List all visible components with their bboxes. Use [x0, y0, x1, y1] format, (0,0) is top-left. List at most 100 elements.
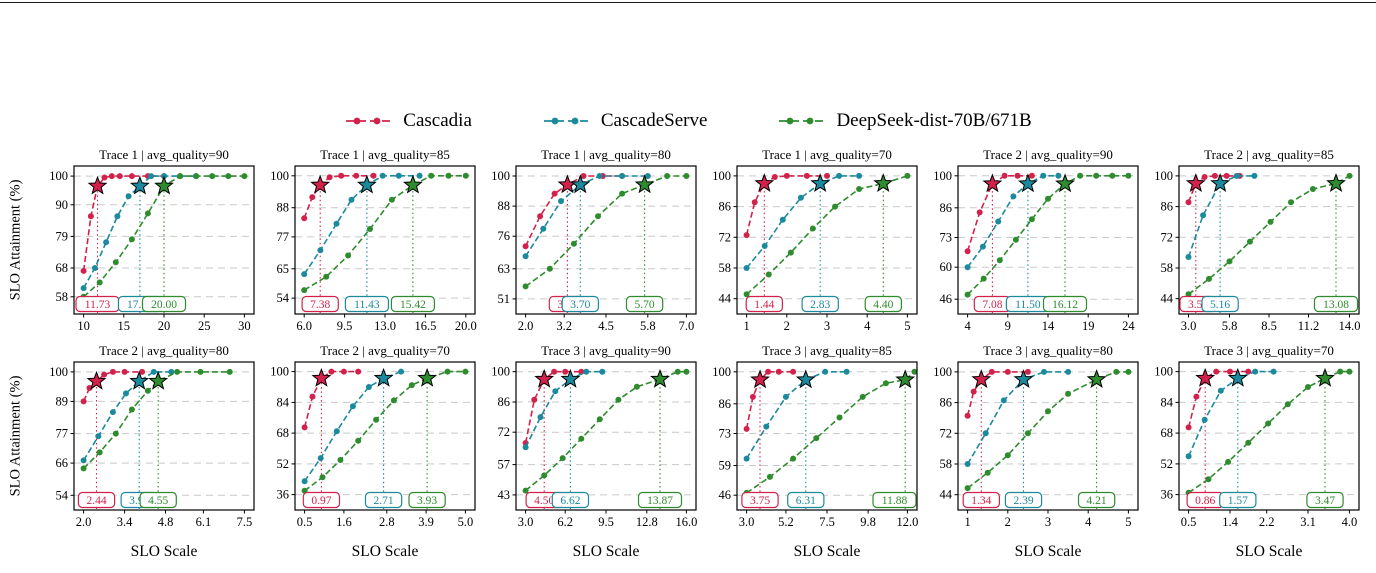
- data-point-marker: [1213, 368, 1220, 375]
- data-point-marker: [743, 291, 750, 298]
- x-tick-label: 2: [784, 319, 790, 333]
- chart-canvas: Trace 2 | avg_quality=70 0.5 1.6 2.8 3.9 5.0 3…: [270, 344, 476, 560]
- star-marker: [87, 175, 108, 195]
- data-point-marker: [522, 444, 529, 451]
- data-point-marker: [596, 173, 603, 179]
- y-tick-label: 44: [719, 292, 732, 306]
- x-tick-label: 5.8: [1222, 319, 1238, 333]
- x-tick-label: 4: [1085, 515, 1092, 529]
- series-line: [745, 371, 794, 430]
- star-marker: [310, 174, 331, 194]
- data-point-marker: [193, 173, 200, 180]
- data-point-marker: [522, 243, 529, 250]
- annotation-box: [141, 295, 187, 313]
- data-point-marker: [144, 210, 151, 217]
- y-tick-label: 54: [277, 291, 290, 305]
- data-point-marker: [1252, 368, 1259, 375]
- data-point-marker: [109, 409, 116, 416]
- chart-canvas: Trace 1 | avg_quality=80 2.0 3.2 4.5 5.8 7.0 5…: [491, 148, 697, 333]
- x-tick-label: 3.0: [518, 515, 534, 529]
- data-point-marker: [1185, 291, 1192, 298]
- subplot-title: Trace 1 | avg_quality=80: [541, 148, 671, 162]
- y-tick-label: 100: [712, 365, 731, 379]
- subplot-3: Trace 1 | avg_quality=80 2.0 3.2 4.5 5.8 7.0 5…: [480, 148, 701, 344]
- data-point-marker: [1185, 199, 1192, 206]
- data-point-marker: [1001, 172, 1008, 179]
- top-rule: [0, 2, 1376, 3]
- data-point-marker: [349, 403, 356, 410]
- y-tick-label: 44: [1161, 292, 1174, 306]
- data-point-marker: [775, 368, 782, 375]
- x-tick-label: 7.0: [679, 319, 695, 333]
- data-point-marker: [771, 174, 778, 180]
- data-point-marker: [388, 196, 395, 203]
- star-marker: [570, 174, 591, 194]
- x-tick-label: 5.0: [458, 515, 474, 529]
- data-point-marker: [964, 461, 971, 467]
- data-point-marker: [790, 455, 797, 462]
- data-point-marker: [1223, 172, 1230, 179]
- x-tick-label: 4: [964, 319, 971, 333]
- annotation-label: 5.16: [1210, 299, 1230, 311]
- annotation-box: [864, 295, 902, 313]
- chart-canvas: Trace 1 | avg_quality=90 10 15 20 25 30 58 68 79…: [49, 148, 255, 333]
- subplot-title: Trace 1 | avg_quality=90: [99, 148, 229, 162]
- data-point-marker: [1247, 238, 1253, 245]
- data-point-marker: [522, 283, 529, 290]
- data-point-marker: [1265, 420, 1272, 427]
- data-point-marker: [743, 265, 750, 271]
- data-point-marker: [1245, 368, 1252, 375]
- data-point-marker: [836, 414, 843, 421]
- x-tick-label: 4.8: [158, 515, 174, 529]
- data-point-marker: [1024, 430, 1031, 437]
- data-point-marker: [96, 449, 103, 456]
- y-tick-label: 58: [1161, 261, 1174, 275]
- star-marker: [356, 174, 377, 194]
- x-tick-label: 9: [1005, 319, 1011, 333]
- data-point-marker: [1185, 453, 1192, 460]
- chart-canvas: Trace 3 | avg_quality=80 1 2 3 4 5 44 58 72 86 100…: [933, 344, 1139, 560]
- y-tick-label: 88: [277, 201, 290, 215]
- data-point-marker: [832, 203, 838, 210]
- subplot-1: Trace 1 | avg_quality=90 10 15 20 25 30 58 68 79…: [38, 148, 259, 344]
- star-marker: [1185, 173, 1206, 192]
- y-tick-label: 68: [1161, 426, 1174, 440]
- annotation-label: 4.55: [148, 495, 168, 507]
- y-axis-label-row1: SLO Attainment (%): [7, 179, 24, 301]
- data-point-marker: [370, 172, 377, 179]
- data-point-marker: [1012, 236, 1019, 243]
- x-tick-label: 3.1: [1300, 515, 1316, 529]
- annotation-label: 4.21: [1087, 495, 1107, 507]
- annotation-box: [344, 295, 390, 313]
- annotation-label: 13.87: [647, 495, 673, 507]
- data-point-marker: [355, 437, 362, 444]
- data-point-marker: [301, 271, 308, 278]
- legend: Cascadia CascadeServe DeepSeek-dist-70B/67…: [0, 110, 1376, 132]
- y-tick-label: 72: [1161, 230, 1174, 244]
- annotation-label: 4.40: [873, 299, 893, 311]
- data-point-marker: [570, 240, 577, 247]
- chart-canvas: Trace 3 | avg_quality=90 3.0 6.2 9.5 12.8 16.…: [491, 344, 697, 560]
- data-point-marker: [241, 173, 248, 180]
- data-point-marker: [615, 396, 622, 403]
- data-point-marker: [309, 393, 316, 400]
- x-axis-label: SLO Scale: [573, 543, 640, 560]
- data-point-marker: [1201, 416, 1208, 423]
- data-point-marker: [803, 172, 810, 179]
- data-point-marker: [551, 190, 558, 197]
- star-marker: [795, 369, 816, 389]
- data-point-marker: [751, 199, 758, 206]
- annotation-box: [872, 491, 917, 509]
- y-tick-label: 88: [498, 199, 511, 213]
- x-tick-label: 7.5: [237, 515, 253, 529]
- data-point-marker: [633, 383, 640, 390]
- subplot-title: Trace 3 | avg_quality=70: [1204, 344, 1334, 358]
- data-point-marker: [787, 249, 794, 256]
- x-tick-label: 3.4: [117, 515, 133, 529]
- star-marker: [1227, 367, 1248, 387]
- data-point-marker: [583, 368, 590, 375]
- x-tick-label: 10: [77, 319, 90, 333]
- y-tick-label: 63: [498, 262, 511, 276]
- y-tick-label: 84: [1161, 395, 1174, 409]
- series-line: [524, 175, 648, 257]
